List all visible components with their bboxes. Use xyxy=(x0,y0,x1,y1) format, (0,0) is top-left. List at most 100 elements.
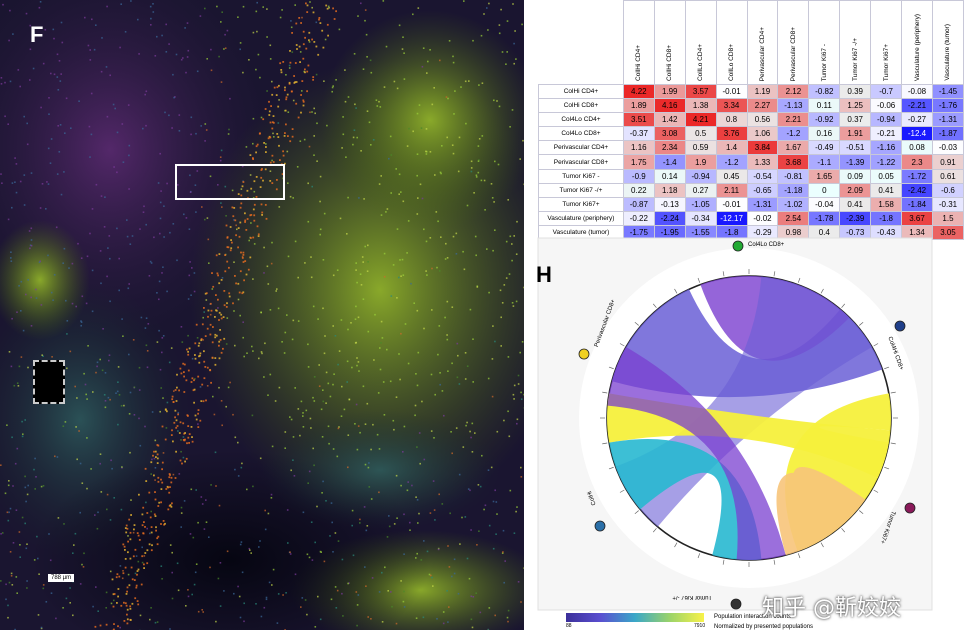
speckle xyxy=(368,121,371,124)
speckle xyxy=(301,597,304,599)
vessel-speckle xyxy=(287,135,289,137)
speckle xyxy=(87,345,89,347)
speckle xyxy=(385,211,387,213)
speckle xyxy=(224,185,227,188)
speckle xyxy=(152,3,154,5)
speckle xyxy=(470,618,473,621)
speckle xyxy=(66,333,68,335)
vessel-speckle xyxy=(317,53,320,56)
vessel-speckle xyxy=(284,162,286,165)
chord-tick xyxy=(652,303,657,308)
speckle xyxy=(159,232,161,235)
speckle xyxy=(347,434,350,436)
heatmap-cell: -2.42 xyxy=(901,182,933,198)
vessel-speckle xyxy=(332,7,334,10)
speckle xyxy=(515,300,518,303)
speckle xyxy=(147,323,150,325)
speckle xyxy=(194,184,197,186)
speckle xyxy=(131,235,134,237)
speckle xyxy=(344,69,346,71)
vessel-speckle xyxy=(214,336,217,339)
vessel-speckle xyxy=(246,189,249,192)
speckle xyxy=(7,616,9,619)
speckle xyxy=(11,317,13,320)
speckle xyxy=(311,185,313,188)
vessel-speckle xyxy=(215,309,218,312)
speckle xyxy=(53,73,56,76)
heatmap-row-label: ColHi CD4+ xyxy=(538,83,624,100)
speckle xyxy=(172,223,175,225)
speckle xyxy=(348,398,351,401)
heatmap-cell: 1.99 xyxy=(653,83,686,100)
speckle xyxy=(382,0,385,2)
chord-tick xyxy=(873,343,879,347)
tissue-region xyxy=(320,10,524,230)
speckle xyxy=(439,171,442,174)
speckle xyxy=(366,56,368,58)
heatmap-cell: 0 xyxy=(808,182,841,198)
speckle xyxy=(243,602,245,605)
speckle xyxy=(234,436,237,439)
speckle xyxy=(105,607,107,609)
speckle xyxy=(511,302,514,304)
speckle xyxy=(366,110,369,112)
speckle xyxy=(144,93,146,96)
speckle xyxy=(436,618,438,620)
speckle xyxy=(316,122,318,125)
speckle xyxy=(400,580,402,582)
vessel-speckle xyxy=(193,401,195,404)
speckle xyxy=(309,1,311,3)
speckle xyxy=(93,48,96,51)
vessel-speckle xyxy=(219,329,221,331)
vessel-speckle xyxy=(268,110,271,113)
speckle xyxy=(494,489,496,492)
speckle xyxy=(111,467,113,470)
speckle xyxy=(0,83,3,85)
heatmap-cell: 1.75 xyxy=(622,154,655,170)
speckle xyxy=(30,239,33,241)
speckle xyxy=(446,590,448,592)
speckle xyxy=(332,383,334,386)
speckle xyxy=(0,173,2,175)
vessel-speckle xyxy=(174,477,177,479)
speckle xyxy=(257,53,260,56)
speckle xyxy=(150,24,152,26)
heatmap-cell: 3.84 xyxy=(746,140,779,156)
vessel-speckle xyxy=(135,584,138,587)
speckle xyxy=(35,297,38,299)
heatmap-cell: 0.56 xyxy=(746,112,779,128)
speckle xyxy=(433,87,435,89)
speckle xyxy=(373,359,375,361)
speckle xyxy=(8,581,11,584)
speckle xyxy=(425,128,428,130)
speckle xyxy=(286,509,289,511)
speckle xyxy=(128,413,131,415)
chord-tick xyxy=(619,343,625,347)
speckle xyxy=(74,385,76,388)
speckle xyxy=(243,620,245,623)
chord-tick xyxy=(634,510,639,515)
speckle xyxy=(370,618,372,620)
vessel-speckle xyxy=(179,421,182,424)
speckle xyxy=(182,57,184,59)
speckle xyxy=(415,373,417,375)
speckle xyxy=(393,80,396,83)
speckle xyxy=(319,175,322,178)
speckle xyxy=(45,601,48,603)
speckle xyxy=(312,396,314,399)
speckle xyxy=(128,283,130,285)
speckle xyxy=(72,614,74,617)
node-label-col4lo-cd8: Col4Lo CD8+ xyxy=(748,242,785,248)
speckle xyxy=(60,193,63,196)
speckle xyxy=(341,147,343,149)
speckle xyxy=(68,267,70,269)
vessel-speckle xyxy=(205,292,208,295)
speckle xyxy=(491,395,494,398)
speckle xyxy=(387,590,389,592)
vessel-speckle xyxy=(235,282,237,285)
vessel-speckle xyxy=(122,572,125,575)
vessel-speckle xyxy=(304,36,306,39)
speckle xyxy=(41,183,44,185)
vessel-speckle xyxy=(284,86,286,89)
heatmap-col-header: CollLo CD4+ xyxy=(684,0,717,85)
